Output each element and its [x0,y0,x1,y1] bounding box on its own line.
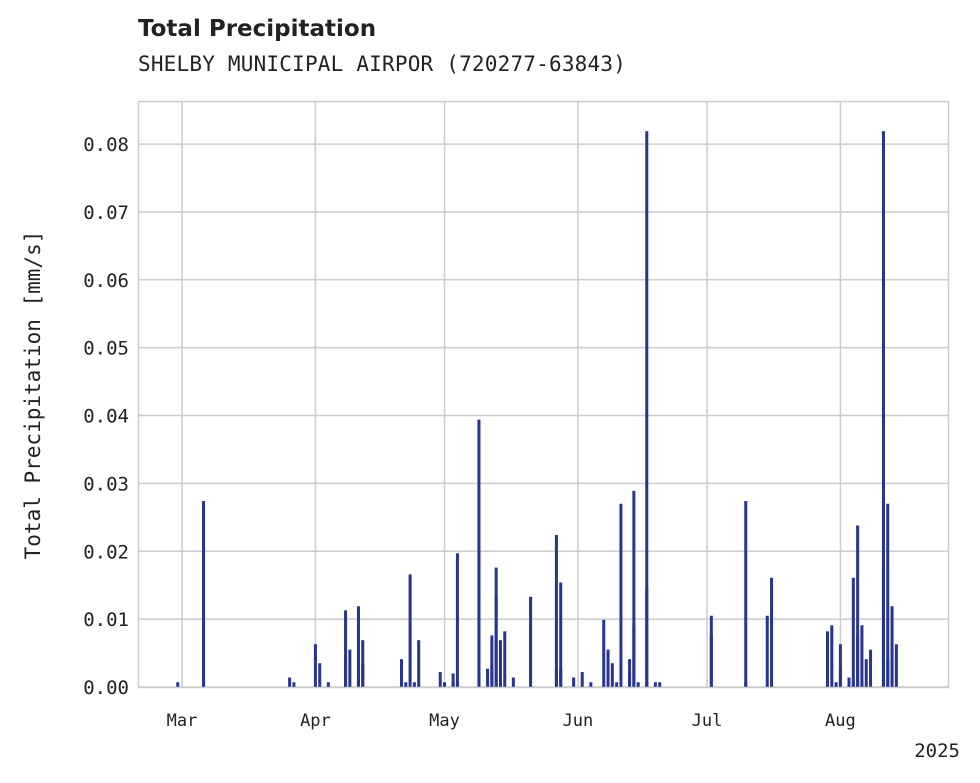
precipitation-bar [645,682,649,687]
x-tick-label: Apr [300,711,331,731]
y-tick-label: 0.04 [83,406,129,428]
precipitation-bar [610,663,614,687]
precipitation-bar [572,677,576,687]
y-tick-label: 0.07 [83,202,129,224]
precipitation-bar [408,574,412,687]
precipitation-bar [292,682,296,687]
precipitation-bar [443,682,447,687]
precipitation-bar [860,625,864,687]
precipitation-bar [886,659,890,687]
precipitation-bar [559,582,563,687]
x-tick-label: Jun [563,711,594,731]
precipitation-bar [326,682,330,687]
precipitation-bar [881,131,885,687]
precipitation-bar [864,659,868,687]
precipitation-bar [455,682,459,687]
precipitation-bar [856,525,860,687]
precipitation-bar [412,682,416,687]
precipitation-bars [176,131,898,687]
precipitation-bar [559,668,563,687]
precipitation-bar [498,640,502,687]
precipitation-bar [288,677,292,687]
year-label: 2025 [914,740,960,762]
x-axis: Mar Apr May Jun Jul Aug [167,711,856,731]
y-tick-label: 0.05 [83,338,129,360]
precipitation-bar [890,606,894,687]
precipitation-bar [894,644,898,687]
precipitation-bar [511,677,515,687]
y-tick-label: 0.01 [83,609,129,631]
precipitation-bar [438,672,442,687]
y-axis-label: Total Precipitation [mm/s] [21,231,45,560]
x-tick-label: Mar [167,711,198,731]
precipitation-bar [348,649,352,687]
chart-title: Total Precipitation [138,16,377,42]
precipitation-bar [455,553,459,687]
precipitation-bar [838,644,842,687]
y-tick-label: 0.06 [83,270,129,292]
x-tick-label: Aug [825,711,856,731]
precipitation-bar [830,625,834,687]
precipitation-bar [851,577,855,687]
precipitation-bar [486,668,490,687]
precipitation-bar [589,682,593,687]
precipitation-bar [744,682,748,687]
grid [139,102,948,688]
precipitation-bar [606,649,610,687]
precipitation-bar [847,677,851,687]
x-tick-label: May [429,711,460,731]
precipitation-bar [344,610,348,687]
precipitation-bar [451,673,455,687]
precipitation-bar [404,682,408,687]
precipitation-bar [653,682,657,687]
precipitation-bar [765,615,769,687]
precipitation-bar [176,682,180,687]
precipitation-bar [202,682,206,687]
precipitation-bar [658,682,662,687]
precipitation-bar [834,682,838,687]
precipitation-bar [645,586,649,687]
precipitation-bar [709,615,713,687]
y-axis: 0.00 0.01 0.02 0.03 0.04 0.05 0.06 0.07 0.08 [83,134,129,699]
y-tick-label: 0.02 [83,541,129,563]
precipitation-bar [744,501,748,687]
precipitation-bar [477,543,481,687]
precipitation-bar [580,672,584,687]
precipitation-bar [628,659,632,687]
precipitation-bar [856,635,860,687]
precipitation-bar [838,668,842,687]
precipitation-bar [645,131,649,687]
precipitation-bar [529,596,533,687]
chart-subtitle: SHELBY MUNICIPAL AIRPOR (720277-63843) [138,52,627,76]
precipitation-bar [399,659,403,687]
precipitation-bar [494,597,498,687]
precipitation-bar [632,490,636,687]
precipitation-bar [860,682,864,687]
y-tick-label: 0.00 [83,677,129,699]
precipitation-bar [490,635,494,687]
precipitation-bar [202,501,206,687]
precipitation-bar [826,631,830,687]
precipitation-bar [886,503,890,687]
precipitation-bar [356,606,360,687]
precipitation-bar [554,534,558,687]
plot-frame [137,100,950,689]
x-tick-label: Jul [692,711,723,731]
precipitation-bar [615,682,619,687]
precipitation-bar [602,619,606,687]
precipitation-bar [636,682,640,687]
y-tick-label: 0.08 [83,134,129,156]
y-tick-label: 0.03 [83,473,129,495]
precipitation-bar [417,640,421,687]
precipitation-bar [503,631,507,687]
precipitation-bar [313,644,317,687]
precipitation-bar [869,649,873,687]
precipitation-bar [361,663,365,687]
precipitation-bar [770,577,774,687]
precipitation-bar [619,503,623,687]
precipitation-bar [318,663,322,687]
